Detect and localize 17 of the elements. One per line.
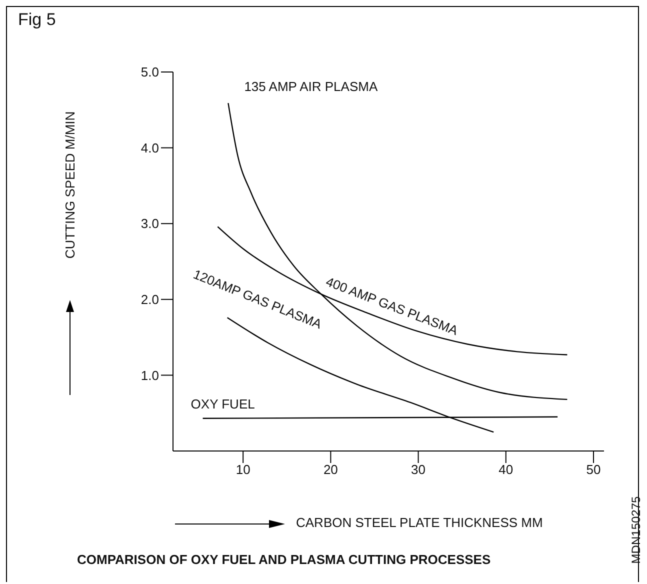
series-label: OXY FUEL <box>190 396 255 412</box>
series-label: 135 AMP AIR PLASMA <box>244 79 378 94</box>
x-tick-label: 30 <box>411 462 426 478</box>
x-tick-label: 10 <box>236 462 250 478</box>
y-tick-label: 3.0 <box>140 216 159 232</box>
y-tick-label: 1.0 <box>140 368 159 383</box>
text: MDN150275 <box>629 496 643 564</box>
y-tick-label: 5.0 <box>140 64 159 80</box>
text: COMPARISON OF OXY FUEL AND PLASMA CUTTING PROCESSES <box>77 552 491 567</box>
x-axis-title: CARBON STEEL PLATE THICKNESS MM <box>296 515 543 530</box>
x-tick-label: 40 <box>498 462 514 478</box>
text: Fig 5 <box>18 10 56 30</box>
y-tick-label: 4.0 <box>140 140 159 156</box>
x-tick-label: 20 <box>323 462 338 478</box>
y-tick-label: 2.0 <box>140 292 159 308</box>
x-tick-label: 50 <box>586 462 601 478</box>
y-axis-title: CUTTING SPEED M/MIN <box>62 111 78 259</box>
